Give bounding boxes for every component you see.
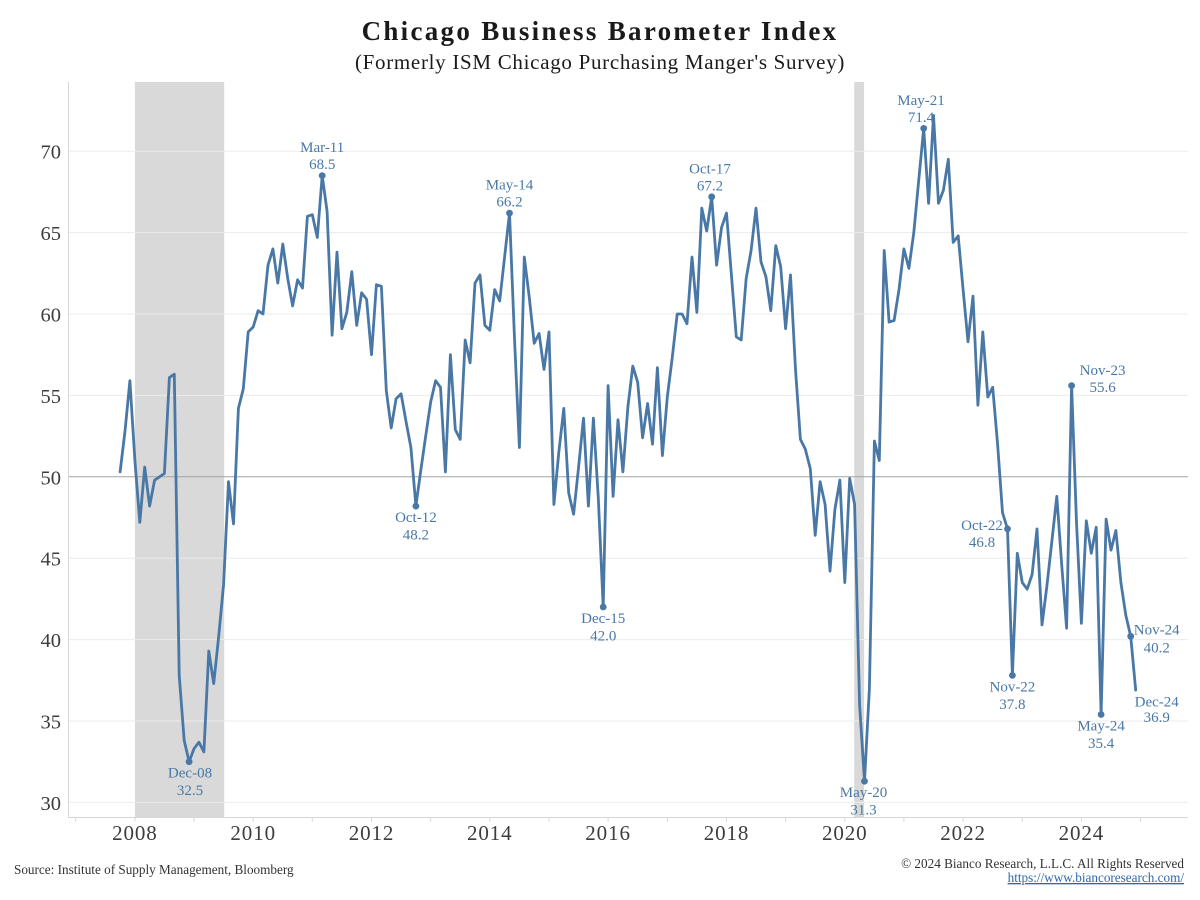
svg-text:55.6: 55.6 [1089, 380, 1116, 396]
svg-text:67.2: 67.2 [697, 178, 723, 194]
svg-text:2022: 2022 [940, 821, 986, 845]
svg-text:May-21: May-21 [897, 93, 945, 109]
svg-text:2010: 2010 [230, 821, 276, 845]
svg-text:2018: 2018 [704, 821, 750, 845]
svg-text:Nov-22: Nov-22 [989, 679, 1035, 695]
svg-text:35.4: 35.4 [1088, 736, 1115, 752]
svg-text:37.8: 37.8 [999, 697, 1025, 713]
svg-text:2008: 2008 [112, 821, 158, 845]
svg-text:May-14: May-14 [486, 178, 534, 194]
svg-text:Oct-17: Oct-17 [689, 161, 731, 177]
svg-text:https://www.biancoresearch.com: https://www.biancoresearch.com/ [1008, 870, 1185, 885]
svg-text:Source: Institute of Supply Ma: Source: Institute of Supply Management, … [14, 862, 294, 877]
svg-text:Dec-24: Dec-24 [1135, 695, 1180, 711]
svg-text:70: 70 [41, 142, 62, 164]
svg-text:Mar-11: Mar-11 [300, 140, 344, 156]
svg-text:Oct-12: Oct-12 [395, 510, 437, 526]
svg-text:Nov-23: Nov-23 [1080, 363, 1126, 379]
svg-text:2016: 2016 [585, 821, 631, 845]
svg-text:2012: 2012 [349, 821, 395, 845]
svg-text:May-20: May-20 [840, 785, 888, 801]
svg-text:60: 60 [41, 305, 62, 327]
svg-text:Chicago Business Barometer Ind: Chicago Business Barometer Index [362, 16, 839, 46]
svg-text:2020: 2020 [822, 821, 868, 845]
svg-text:30: 30 [41, 793, 62, 815]
svg-text:Dec-08: Dec-08 [168, 766, 212, 782]
svg-text:42.0: 42.0 [590, 629, 616, 645]
svg-text:48.2: 48.2 [403, 528, 429, 544]
svg-text:Nov-24: Nov-24 [1134, 622, 1180, 638]
svg-text:Oct-22: Oct-22 [961, 518, 1003, 534]
svg-text:© 2024 Bianco Research, L.L.C.: © 2024 Bianco Research, L.L.C. All Right… [901, 856, 1184, 871]
svg-text:32.5: 32.5 [177, 783, 203, 799]
svg-text:55: 55 [41, 386, 62, 408]
svg-text:(Formerly ISM Chicago Purchasi: (Formerly ISM Chicago Purchasing Manger'… [355, 50, 845, 74]
svg-text:46.8: 46.8 [969, 535, 995, 551]
svg-text:45: 45 [41, 549, 62, 571]
svg-text:66.2: 66.2 [496, 195, 522, 211]
svg-text:2024: 2024 [1059, 821, 1105, 845]
svg-text:65: 65 [41, 223, 62, 245]
svg-text:31.3: 31.3 [850, 803, 876, 819]
svg-text:36.9: 36.9 [1144, 710, 1170, 726]
svg-text:35: 35 [41, 712, 62, 734]
svg-text:Dec-15: Dec-15 [581, 611, 625, 627]
svg-text:May-24: May-24 [1077, 719, 1125, 735]
svg-text:2014: 2014 [467, 821, 513, 845]
svg-text:40: 40 [41, 630, 62, 652]
svg-text:68.5: 68.5 [309, 157, 335, 173]
svg-text:40.2: 40.2 [1144, 640, 1170, 656]
svg-text:50: 50 [41, 467, 62, 489]
svg-text:71.4: 71.4 [908, 110, 935, 126]
